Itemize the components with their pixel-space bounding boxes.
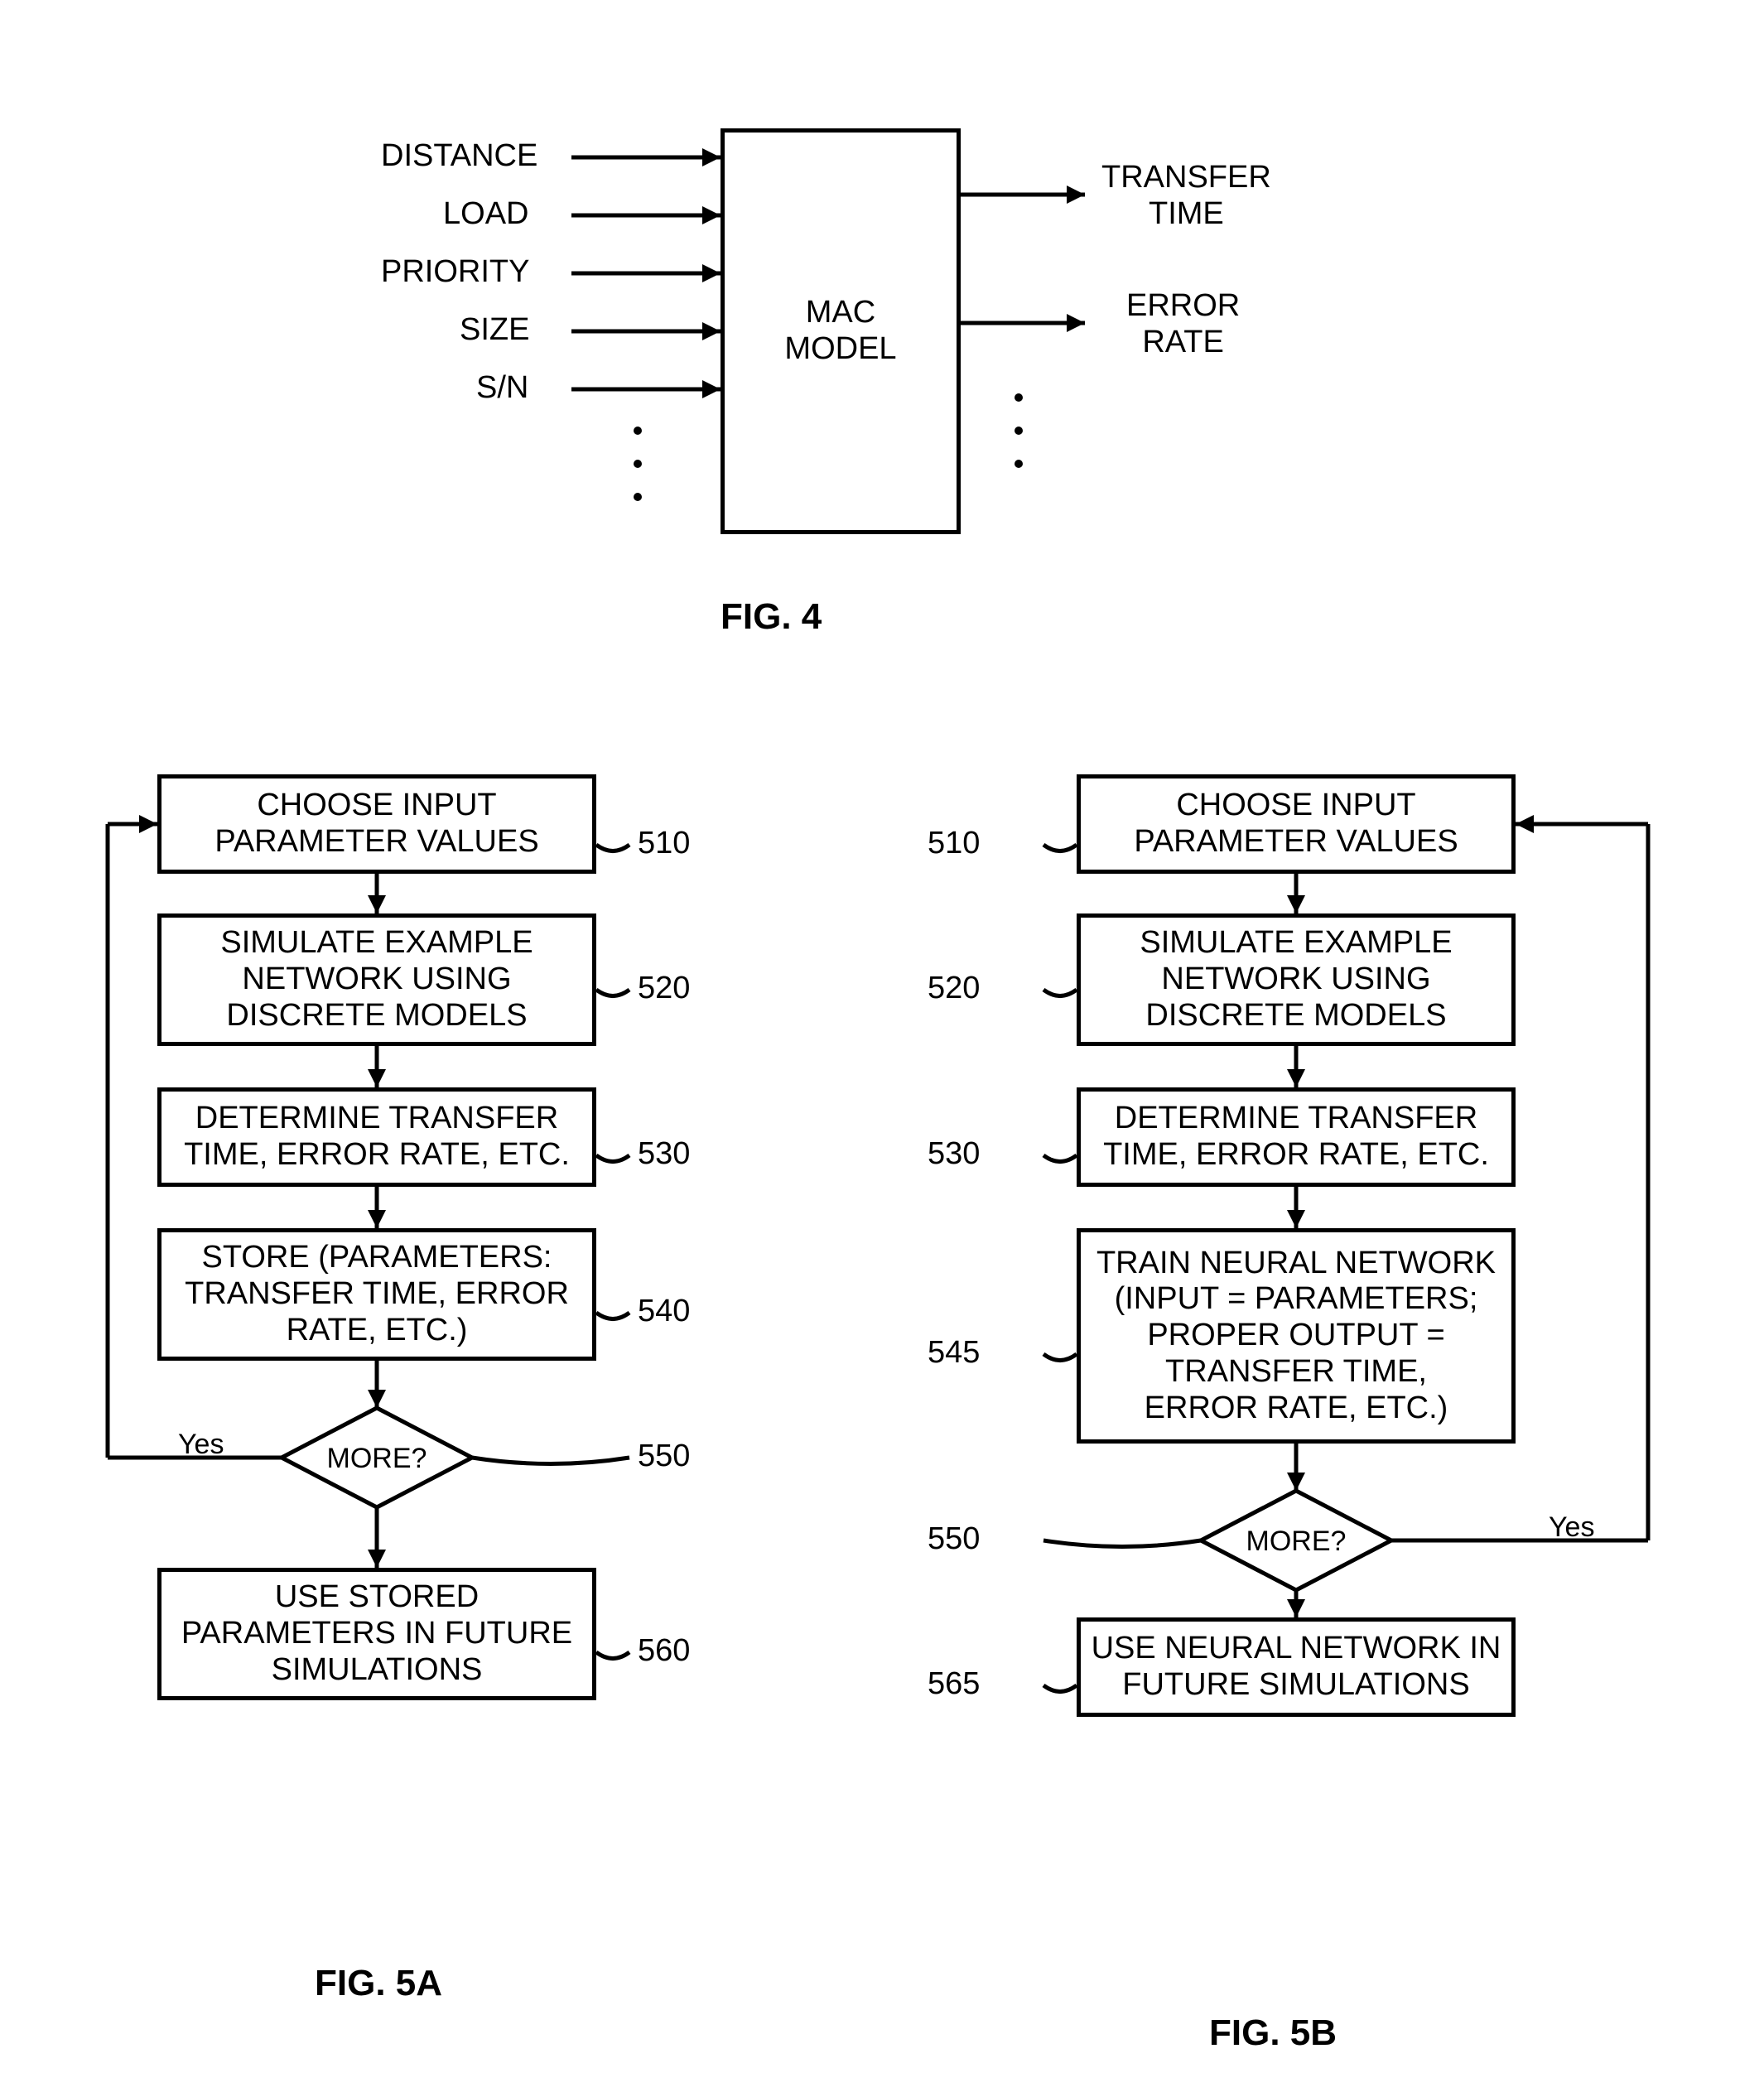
fig4-output-1: ERRORRATE — [1126, 288, 1240, 360]
ref-550: 550 — [638, 1439, 690, 1475]
flow-box-565: USE NEURAL NETWORK INFUTURE SIMULATIONS — [1077, 1617, 1516, 1717]
mac-model-box: MACMODEL — [721, 128, 961, 534]
fig4-input-4: S/N — [476, 370, 528, 407]
ref-545: 545 — [928, 1335, 980, 1371]
flow-box-560: USE STOREDPARAMETERS IN FUTURESIMULATION… — [157, 1568, 596, 1700]
fig5a-title: FIG. 5A — [315, 1963, 442, 2004]
ref-530: 530 — [638, 1136, 690, 1173]
ref-510: 510 — [928, 826, 980, 862]
ref-520: 520 — [928, 971, 980, 1007]
flow-box-545: TRAIN NEURAL NETWORK(INPUT = PARAMETERS;… — [1077, 1228, 1516, 1444]
fig5b-title: FIG. 5B — [1209, 2012, 1337, 2054]
flow-box-540: STORE (PARAMETERS:TRANSFER TIME, ERRORRA… — [157, 1228, 596, 1361]
flow-box-520: SIMULATE EXAMPLENETWORK USINGDISCRETE MO… — [1077, 913, 1516, 1046]
ref-510: 510 — [638, 826, 690, 862]
flow-box-530: DETERMINE TRANSFERTIME, ERROR RATE, ETC. — [1077, 1087, 1516, 1187]
yes-label: Yes — [1549, 1511, 1594, 1544]
ref-530: 530 — [928, 1136, 980, 1173]
flow-box-520: SIMULATE EXAMPLENETWORK USINGDISCRETE MO… — [157, 913, 596, 1046]
fig4-input-2: PRIORITY — [381, 254, 529, 291]
ref-540: 540 — [638, 1294, 690, 1330]
ref-565: 565 — [928, 1666, 980, 1703]
fig4-input-3: SIZE — [460, 312, 529, 349]
yes-label: Yes — [178, 1429, 224, 1461]
flow-box-510: CHOOSE INPUTPARAMETER VALUES — [157, 774, 596, 874]
fig4-input-0: DISTANCE — [381, 138, 537, 175]
flow-box-510: CHOOSE INPUTPARAMETER VALUES — [1077, 774, 1516, 874]
diamond-550-text: MORE? — [1238, 1521, 1354, 1555]
fig4-output-0: TRANSFERTIME — [1101, 160, 1271, 232]
diamond-550-text: MORE? — [319, 1439, 435, 1473]
ref-550: 550 — [928, 1521, 980, 1558]
ref-520: 520 — [638, 971, 690, 1007]
fig4-title: FIG. 4 — [721, 596, 822, 638]
ref-560: 560 — [638, 1633, 690, 1670]
fig4-input-1: LOAD — [443, 196, 528, 233]
flow-box-530: DETERMINE TRANSFERTIME, ERROR RATE, ETC. — [157, 1087, 596, 1187]
